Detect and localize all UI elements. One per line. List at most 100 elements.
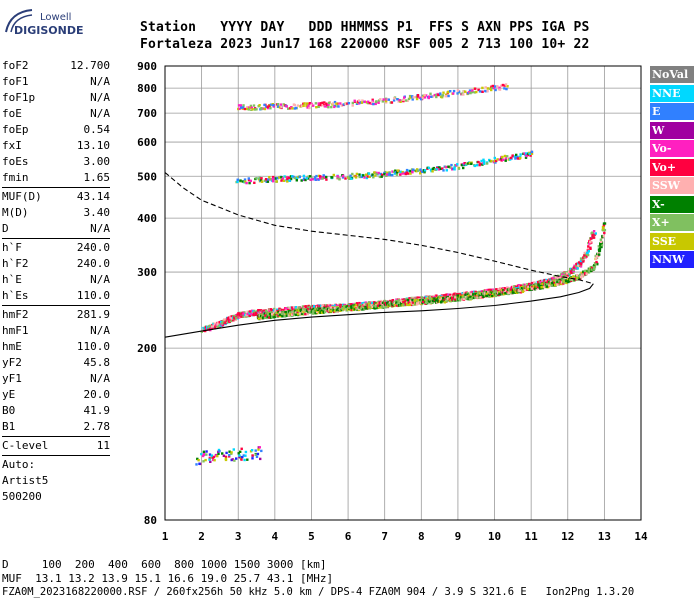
echo-point xyxy=(507,158,510,161)
echo-point xyxy=(490,88,493,92)
echo-point xyxy=(593,267,596,270)
echo-point xyxy=(449,166,452,169)
echo-point xyxy=(216,454,219,458)
echo-point xyxy=(348,177,351,180)
echo-point xyxy=(298,312,302,315)
echo-point xyxy=(423,169,427,172)
echo-point xyxy=(603,228,607,232)
echo-point xyxy=(268,312,272,316)
echo-point xyxy=(563,281,567,284)
param-row: yF1 N/A xyxy=(2,371,110,387)
echo-point xyxy=(249,106,252,109)
echo-point xyxy=(303,308,306,311)
echo-point xyxy=(292,306,296,309)
legend-item: X- xyxy=(650,195,694,213)
echo-point xyxy=(417,169,420,172)
echo-point xyxy=(358,175,361,179)
echo-point xyxy=(468,161,472,165)
echo-point xyxy=(242,104,245,107)
echo-point xyxy=(423,296,427,300)
echo-point xyxy=(400,172,403,175)
echo-point xyxy=(439,298,442,301)
echo-point xyxy=(557,280,561,283)
echo-point xyxy=(597,245,600,248)
digisonde-logo-icon xyxy=(5,9,33,33)
echo-point xyxy=(272,104,275,107)
param-value: 240.0 xyxy=(76,241,110,254)
echo-point xyxy=(259,314,263,318)
echo-point xyxy=(360,175,363,179)
echo-point xyxy=(530,287,533,290)
echo-point xyxy=(416,302,420,305)
echo-point xyxy=(257,448,260,451)
polarization-legend: NoVal NNE E W Vo- Vo+ SSW X- X+ SSE NNW xyxy=(650,66,694,270)
echo-point xyxy=(325,103,329,106)
echo-point xyxy=(400,300,404,303)
echo-point xyxy=(365,303,368,306)
echo-point xyxy=(384,101,388,104)
echo-point xyxy=(600,243,604,247)
echo-point xyxy=(260,177,263,180)
echo-point xyxy=(291,175,294,178)
echo-point xyxy=(408,94,412,98)
echo-point xyxy=(327,103,330,106)
echo-point xyxy=(451,294,454,297)
param-name: yF1 xyxy=(2,372,22,385)
echo-point xyxy=(258,446,261,449)
echo-point xyxy=(403,96,406,99)
echo-point xyxy=(269,103,273,106)
echo-point xyxy=(367,100,370,103)
echo-point xyxy=(566,272,569,275)
echo-point xyxy=(292,310,295,313)
echo-point xyxy=(380,306,384,309)
echo-point xyxy=(333,105,336,109)
echo-point xyxy=(445,94,449,98)
echo-point xyxy=(367,302,371,306)
echo-point xyxy=(587,247,590,250)
echo-point xyxy=(594,232,597,235)
echo-point xyxy=(450,163,453,167)
echo-point xyxy=(303,305,307,308)
echo-point xyxy=(591,234,594,237)
echo-point xyxy=(518,289,521,293)
echo-point xyxy=(579,257,583,260)
echo-point xyxy=(274,311,278,315)
echo-point xyxy=(511,291,514,294)
echo-point xyxy=(437,300,440,303)
echo-point xyxy=(534,283,537,286)
echo-point xyxy=(474,292,477,296)
echo-point xyxy=(475,164,479,167)
echo-point xyxy=(254,453,257,456)
echo-point xyxy=(504,157,508,160)
echo-point xyxy=(567,280,570,284)
param-name: fxI xyxy=(2,139,22,152)
param-row: foF1 N/A xyxy=(2,74,110,90)
echo-point xyxy=(411,297,414,300)
echo-point xyxy=(504,287,507,290)
echo-point xyxy=(462,93,465,96)
echo-point xyxy=(248,181,251,185)
echo-point xyxy=(337,105,340,108)
echo-point xyxy=(481,90,484,93)
echo-point xyxy=(425,301,428,304)
echo-point xyxy=(481,163,484,166)
echo-point xyxy=(289,311,293,314)
echo-point xyxy=(490,159,493,163)
legend-item: E xyxy=(650,103,694,120)
y-tick-label: 200 xyxy=(137,342,157,355)
echo-point xyxy=(482,162,486,165)
echo-point xyxy=(495,159,498,163)
echo-point xyxy=(294,309,297,312)
y-tick-label: 700 xyxy=(137,107,157,120)
echo-point xyxy=(254,311,257,315)
echo-point xyxy=(298,306,301,309)
echo-point xyxy=(278,176,281,179)
echo-point xyxy=(423,93,426,97)
echo-point xyxy=(296,313,300,316)
echo-point xyxy=(281,315,284,318)
param-value: 43.14 xyxy=(76,190,110,203)
echo-point xyxy=(249,310,252,313)
echo-point xyxy=(553,279,556,282)
echo-point xyxy=(324,304,328,307)
echo-point xyxy=(499,293,503,296)
